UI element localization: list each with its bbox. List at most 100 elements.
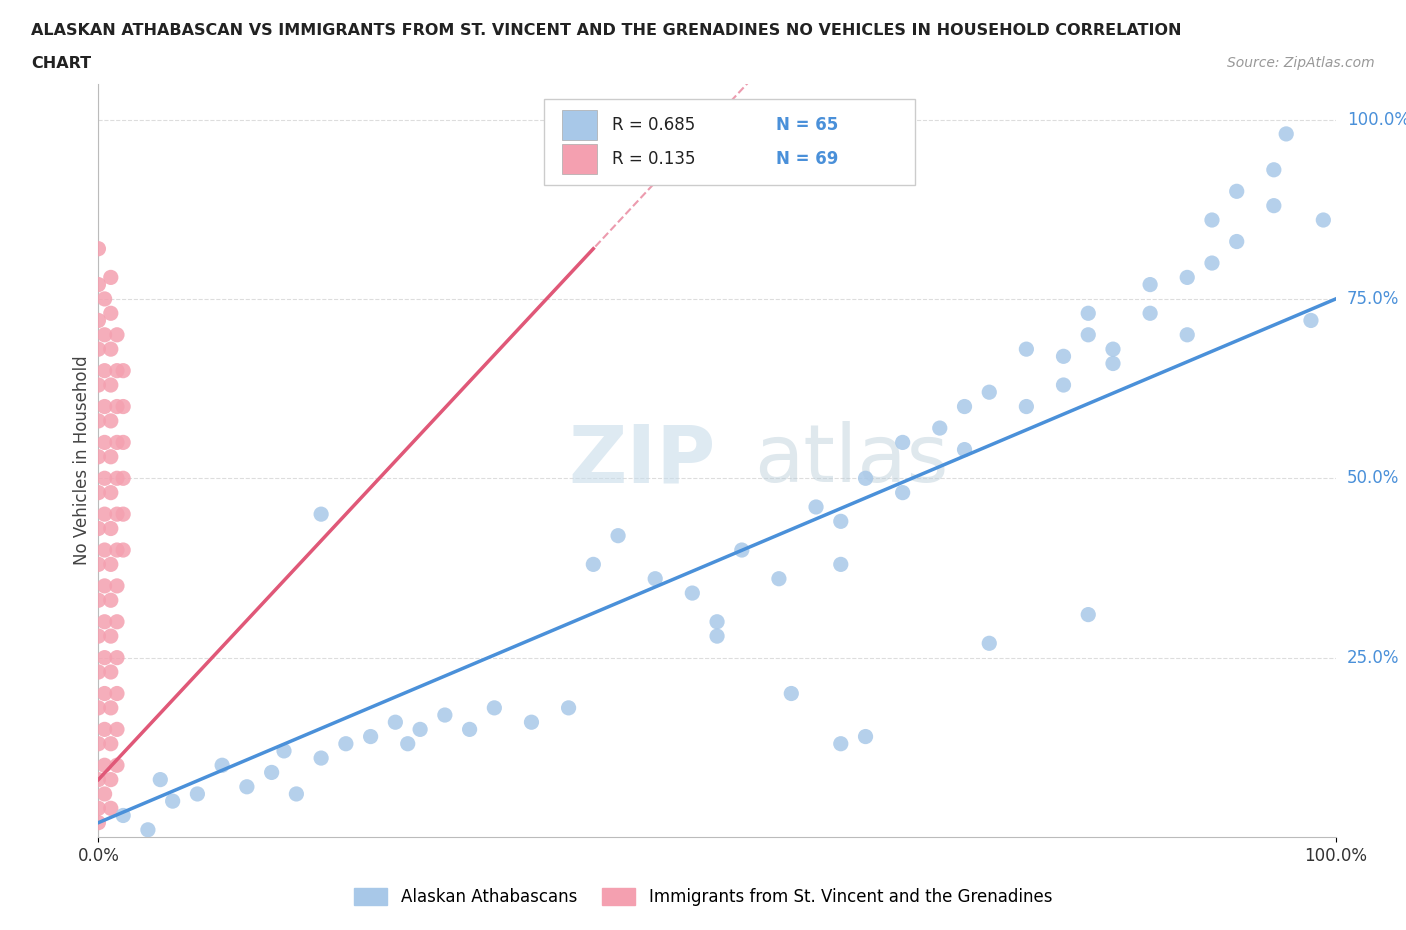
Point [1077,607,1099,622]
Point [100,378,122,392]
Point [100,414,122,429]
Point [855,471,877,485]
Point [100,485,122,500]
Point [236,779,259,794]
Point [93,542,115,557]
Point [112,435,135,450]
Point [93,686,115,701]
Point [87,665,110,680]
Text: CHART: CHART [31,56,91,71]
Point [87,378,110,392]
Point [1275,126,1298,141]
FancyBboxPatch shape [544,99,915,185]
Text: 25.0%: 25.0% [1347,648,1399,667]
Point [93,399,115,414]
Point [93,327,115,342]
Point [87,313,110,328]
Point [855,729,877,744]
Point [112,364,135,379]
Point [360,729,382,744]
Point [928,420,950,435]
Point [112,507,135,522]
Point [1201,213,1223,228]
Point [105,327,128,342]
Point [607,528,630,543]
Point [100,592,122,607]
Point [1263,198,1285,213]
Text: 75.0%: 75.0% [1347,290,1399,308]
Point [93,787,115,802]
Point [211,758,233,773]
Point [953,399,976,414]
Point [100,629,122,644]
Point [105,722,128,737]
Point [105,435,128,450]
Point [112,542,135,557]
Point [100,665,122,680]
Point [87,592,110,607]
Point [100,341,122,356]
Point [260,765,283,780]
Text: 100.0%: 100.0% [1347,111,1406,128]
Point [1102,356,1125,371]
Point [93,578,115,593]
Point [409,722,432,737]
Y-axis label: No Vehicles in Household: No Vehicles in Household [73,355,91,565]
Point [396,737,419,751]
Point [93,615,115,630]
Bar [562,144,598,174]
Text: 50.0%: 50.0% [1347,470,1399,487]
Point [1201,256,1223,271]
Text: ZIP: ZIP [568,421,716,499]
Point [93,364,115,379]
Point [335,737,357,751]
Point [112,399,135,414]
Point [105,650,128,665]
Point [87,772,110,787]
Point [105,399,128,414]
Point [384,715,406,730]
Point [93,758,115,773]
Point [93,722,115,737]
Point [1052,378,1074,392]
Point [768,571,790,586]
Text: N = 69: N = 69 [776,150,839,168]
Point [112,471,135,485]
Point [112,808,135,823]
Point [1175,327,1198,342]
Point [100,306,122,321]
Point [87,277,110,292]
Point [1139,277,1161,292]
Point [100,557,122,572]
Point [136,822,159,837]
Point [285,787,308,802]
Point [87,414,110,429]
Point [830,514,852,529]
Point [979,385,1001,400]
Point [520,715,543,730]
Point [93,291,115,306]
Point [780,686,803,701]
Point [100,772,122,787]
Legend: Alaskan Athabascans, Immigrants from St. Vincent and the Grenadines: Alaskan Athabascans, Immigrants from St.… [347,881,1059,912]
Point [557,700,579,715]
Point [804,499,827,514]
Text: R = 0.685: R = 0.685 [612,116,695,134]
Point [93,471,115,485]
Point [273,743,295,758]
Point [1015,399,1038,414]
Point [484,700,506,715]
Point [149,772,172,787]
Point [87,816,110,830]
Point [1263,163,1285,178]
Point [87,485,110,500]
Point [1299,313,1322,328]
Point [582,557,605,572]
Point [706,615,728,630]
Point [105,507,128,522]
Point [100,449,122,464]
Point [433,708,456,723]
Point [87,241,110,256]
Point [87,449,110,464]
Point [309,751,332,765]
